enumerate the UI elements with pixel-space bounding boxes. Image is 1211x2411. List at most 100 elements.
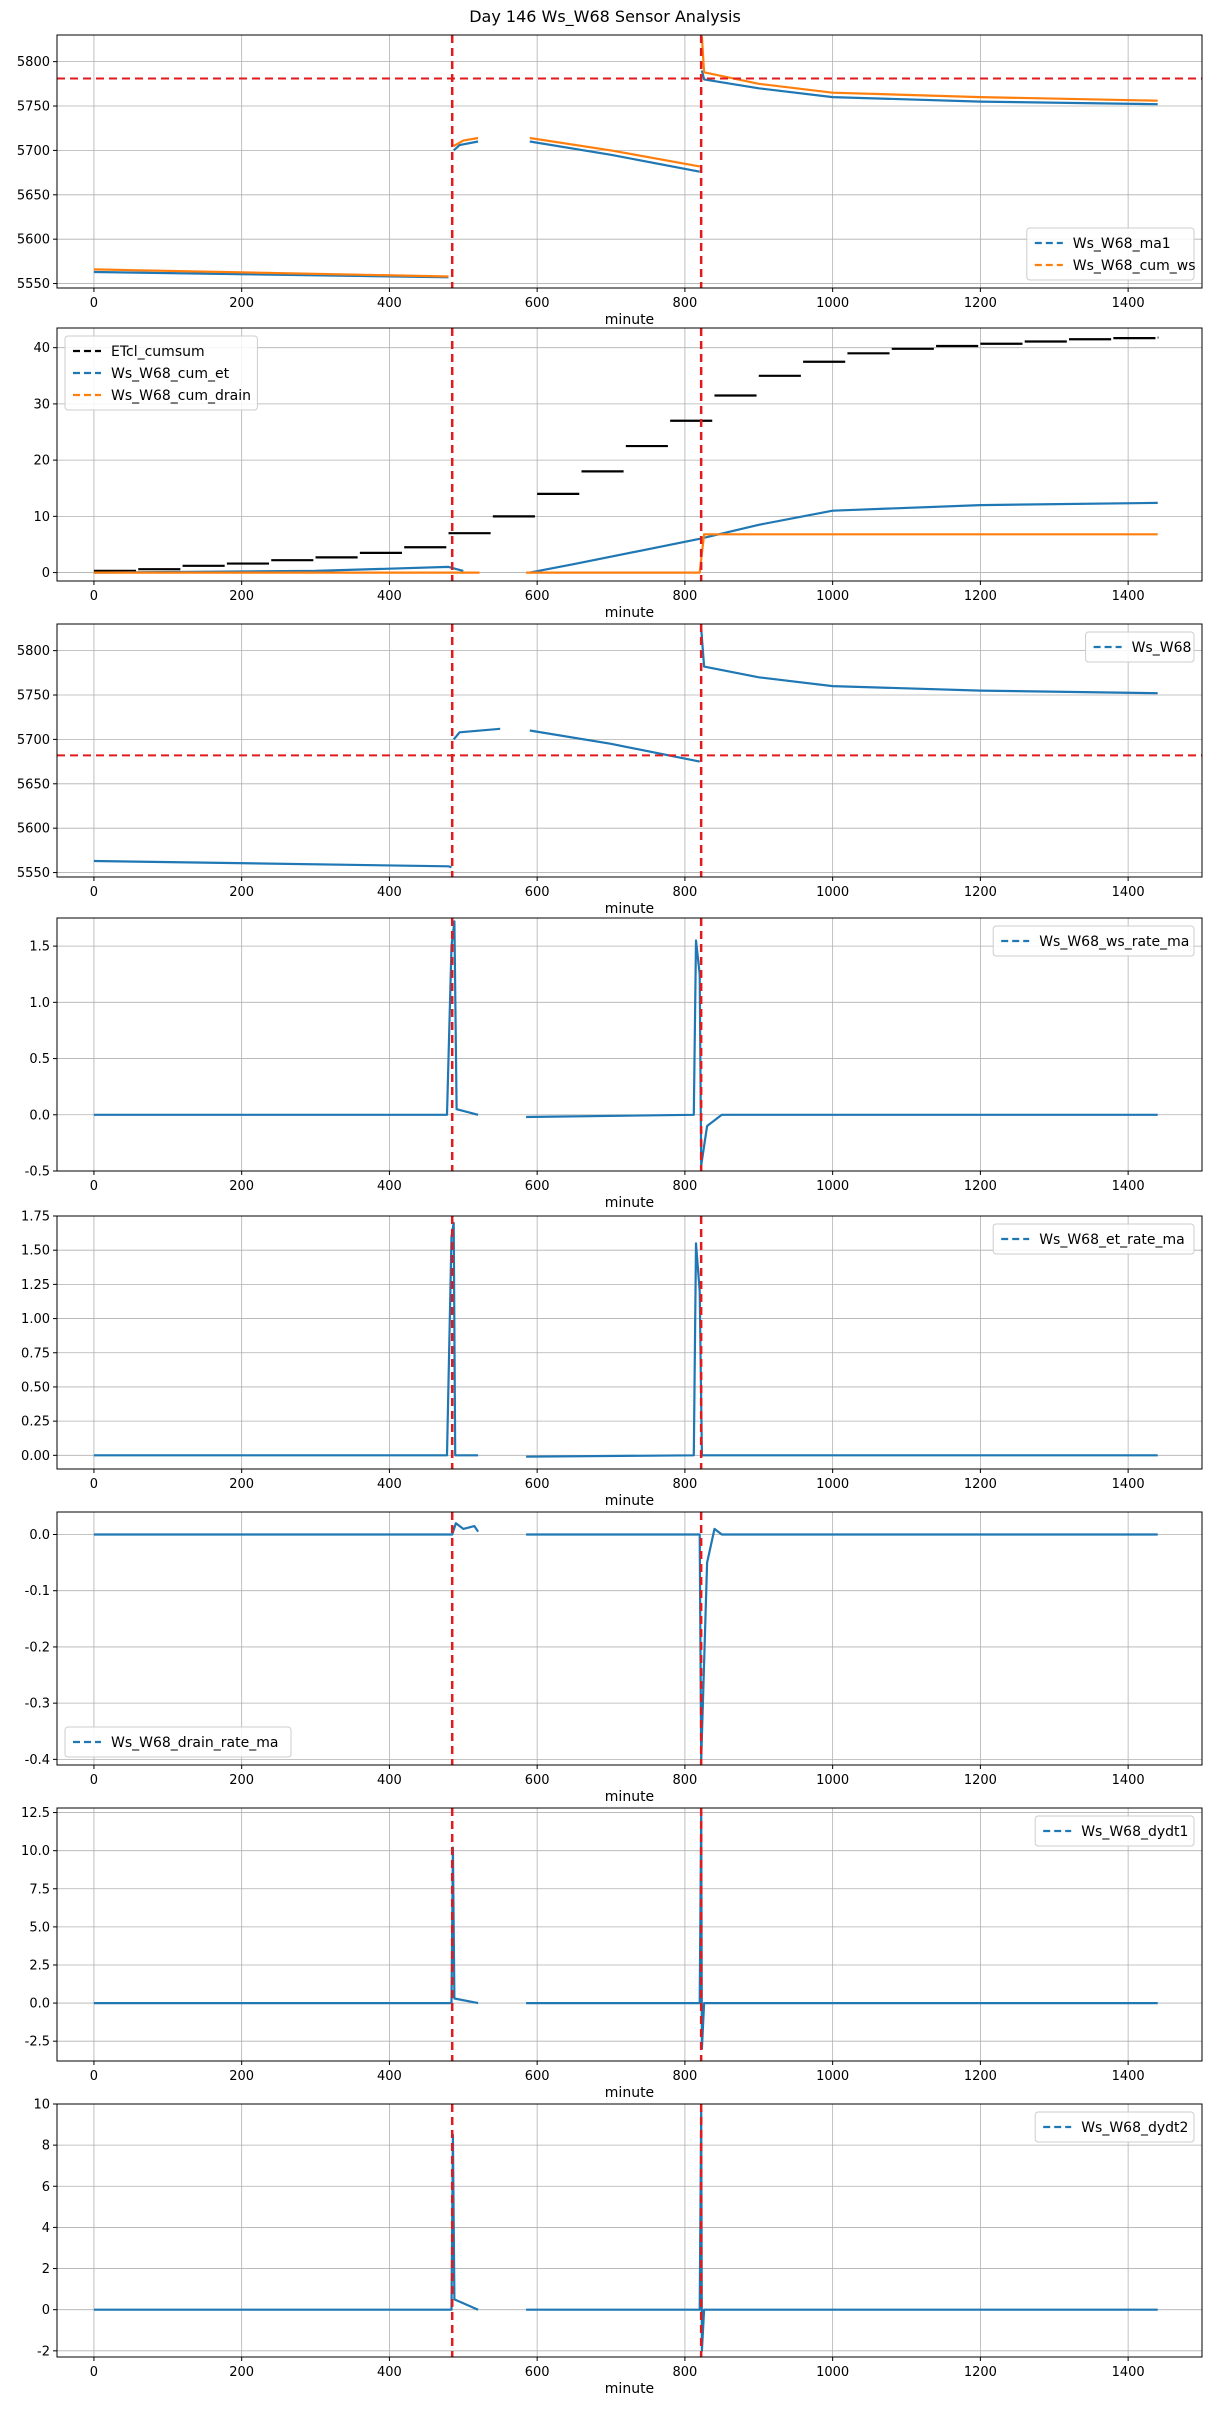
plot-area [57,35,1202,288]
legend: Ws_W68_ws_rate_ma [992,925,1195,957]
series-line-segment [452,727,501,741]
x-tick-label: 1400 [1112,1773,1145,1788]
panel-4: 0 200 400 600 800 1000 1200 1400 -0.5 0.0 0.5 1.0 1.… [25,917,1203,1211]
y-tick-label: 0 [42,2303,50,2318]
x-tick-label: 800 [672,1477,697,1492]
grid [57,2103,1202,2357]
x-tick-label: 0 [90,1773,98,1788]
y-tick-label: 5600 [17,822,50,837]
grid [57,35,1202,288]
x-tick-label: 1200 [964,1179,997,1194]
series-Ws_W68_ws_rate_ma [93,920,1158,1167]
x-tick-label: 1400 [1112,2365,1145,2380]
x-tick-label: 1000 [816,1773,849,1788]
plot-area [93,1512,1158,1765]
x-axis-label: minute [605,312,654,328]
legend-label: Ws_W68_dydt1 [1081,1824,1188,1840]
grid [57,624,1202,877]
y-tick-label: 1.25 [21,1278,50,1293]
panel-1: 0 200 400 600 800 1000 1200 1400 5550 5600 5650 570… [17,34,1203,328]
x-tick-label: 400 [377,1477,402,1492]
x-tick-label: 1000 [816,2069,849,2084]
y-tick-label: 30 [33,397,50,412]
x-axis-label: minute [605,2381,654,2397]
y-tick-label: 6 [42,2180,50,2195]
y-tick-label: -2.5 [25,2035,50,2050]
legend-box [1034,1815,1195,1847]
x-tick-label: 600 [525,2069,550,2084]
plot-area [93,1808,1158,2061]
x-tick-label: 0 [90,589,98,604]
y-tick-label: -2 [37,2344,50,2359]
legend-label: Ws_W68_ma1 [1073,236,1171,252]
x-tick-label: 800 [672,885,697,900]
series-Ws_W68_dydt2 [93,2109,1158,2352]
x-tick-label: 0 [90,296,98,311]
legend-box [1085,631,1195,663]
x-axis-label: minute [605,901,654,917]
series-line-segment [93,268,449,278]
x-tick-label: 1200 [964,2069,997,2084]
x-tick-label: 1200 [964,1773,997,1788]
panel-8: 0 200 400 600 800 1000 1200 1400 -2 0 2 4 6 8 10 minute… [33,2098,1203,2397]
y-tick-label: 1.00 [21,1312,50,1327]
x-tick-label: 1400 [1112,589,1145,604]
x-axis-label: minute [605,2085,654,2101]
y-tick-label: 5800 [17,55,50,70]
series-Ws_W68_ma1 [93,70,1158,279]
series-line-segment [529,136,700,168]
x-axis-label: minute [605,605,654,621]
y-tick-label: 5700 [17,144,50,159]
y-tick-label: 10 [33,510,50,525]
plot-area [57,624,1202,877]
y-tick-label: -0.2 [25,1640,50,1655]
y-tick-label: 5700 [17,733,50,748]
y-tick-label: 5750 [17,100,50,115]
x-tick-label: 600 [525,1773,550,1788]
y-tick-label: 40 [33,341,50,356]
x-tick-label: 400 [377,1179,402,1194]
series-line-segment [93,1221,479,1457]
series-line-segment [93,1846,479,2005]
series-line-segment [93,859,452,869]
x-tick-label: 200 [229,2365,254,2380]
y-tick-label: -0.1 [25,1584,50,1599]
x-tick-label: 200 [229,1477,254,1492]
axes-frame [56,2103,1203,2358]
x-tick-label: 1000 [816,2365,849,2380]
plot-area [93,328,1159,581]
series-line-segment [93,2133,479,2311]
panel-7: 0 200 400 600 800 1000 1200 1400 -2.5 0.0 2.5 5.0 7.… [21,1806,1203,2101]
panel-2: 0 200 400 600 800 1000 1200 1400 0 10 20 30 40 minute… [33,327,1203,621]
legend: Ws_W68_dydt2 [1034,2111,1195,2143]
x-tick-label: 1400 [1112,1477,1145,1492]
legend: Ws_W68_et_rate_ma [992,1223,1195,1255]
x-tick-label: 0 [90,2365,98,2380]
y-tick-label: 7.5 [29,1882,50,1897]
x-tick-label: 400 [377,589,402,604]
grid [57,1808,1202,2061]
y-tick-label: 1.50 [21,1244,50,1259]
x-tick-label: 200 [229,2069,254,2084]
legend-box [992,1223,1195,1255]
legend-label: Ws_W68 [1132,640,1192,656]
legend-label: Ws_W68_et_rate_ma [1039,1232,1185,1248]
figure-title: Day 146 Ws_W68 Sensor Analysis [469,7,741,27]
panel-6: 0 200 400 600 800 1000 1200 1400 -0.4 -0.3 -0.2 -0.… [25,1511,1203,1805]
series-line-segment [529,501,1158,574]
plot-area [93,2104,1158,2357]
y-tick-label: 0.0 [29,1997,50,2012]
legend: Ws_W68_drain_rate_ma [64,1726,292,1758]
x-tick-label: 1200 [964,1477,997,1492]
y-tick-label: 0.00 [21,1449,50,1464]
series-line-segment [526,2109,1158,2352]
legend-label: Ws_W68_cum_ws [1073,258,1196,274]
x-tick-label: 0 [90,1477,98,1492]
legend-box [992,925,1195,957]
x-tick-label: 400 [377,1773,402,1788]
legend-label: Ws_W68_cum_et [111,366,230,382]
x-tick-label: 1200 [964,2365,997,2380]
series-Ws_W68 [93,628,1158,869]
x-tick-label: 1200 [964,296,997,311]
y-tick-label: 12.5 [21,1806,50,1821]
